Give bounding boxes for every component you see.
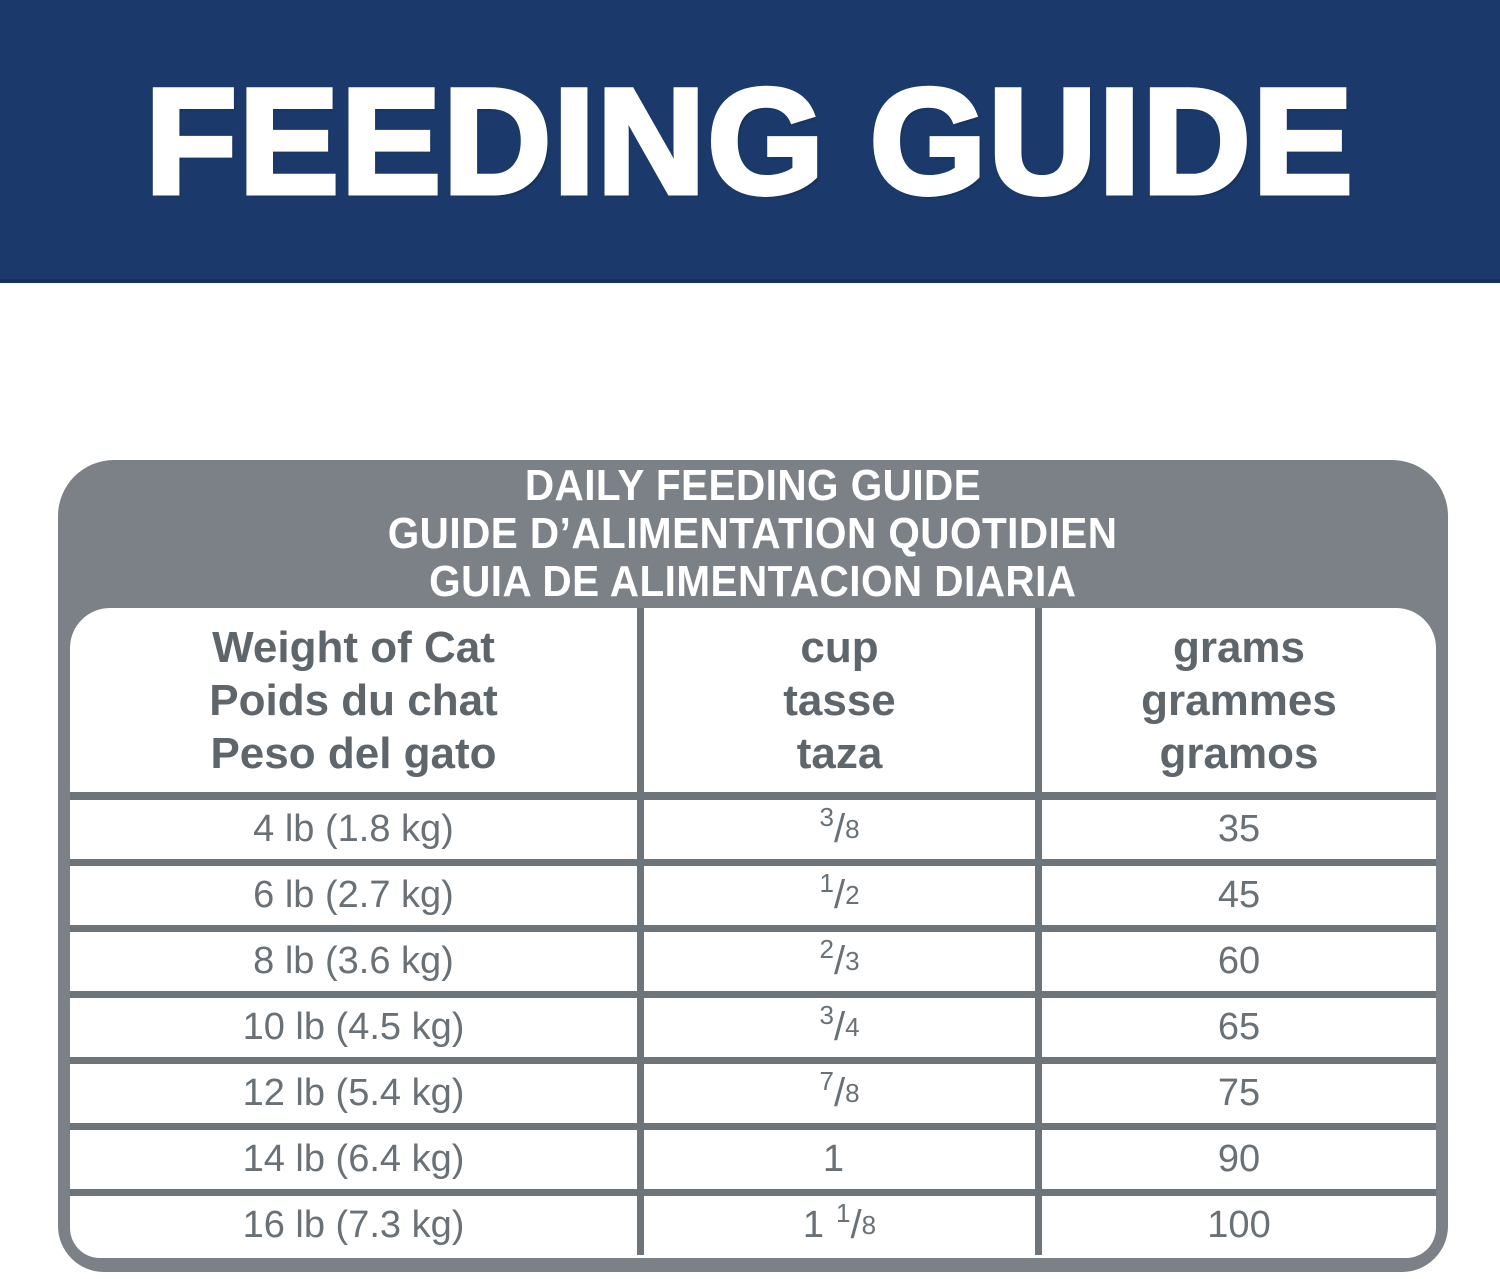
table-row: 4 lb (1.8 kg) 3/8 35 <box>70 800 1436 859</box>
feeding-guide-banner: FEEDING GUIDE <box>0 0 1500 283</box>
column-divider <box>637 866 644 925</box>
grams-cell: 75 <box>1217 1072 1261 1114</box>
cup-fraction-slash: / <box>833 1071 846 1115</box>
column-divider <box>1035 866 1042 925</box>
cup-cell: 1 <box>644 1130 1035 1189</box>
column-header-weight-es: Peso del gato <box>210 728 497 778</box>
card-header: DAILY FEEDING GUIDE GUIDE D’ALIMENTATION… <box>70 460 1436 608</box>
column-header-weight-fr: Poids du chat <box>209 675 498 725</box>
grams-cell: 60 <box>1217 940 1261 982</box>
table-row: 12 lb (5.4 kg) 7/8 75 <box>70 1057 1436 1123</box>
table-row: 8 lb (3.6 kg) 2/3 60 <box>70 925 1436 991</box>
cup-cell: 3/8 <box>644 800 1035 859</box>
table-header-row: Weight of Cat Poids du chat Peso del gat… <box>70 608 1436 800</box>
card-title-spanish: GUIA DE ALIMENTACION DIARIA <box>429 557 1077 606</box>
column-divider <box>637 1196 644 1255</box>
weight-cell: 6 lb (2.7 kg) <box>253 874 454 916</box>
grams-cell: 45 <box>1217 874 1261 916</box>
weight-cell: 4 lb (1.8 kg) <box>253 808 454 850</box>
column-divider <box>1035 1064 1042 1123</box>
column-divider <box>1035 800 1042 859</box>
column-header-cup: cup tasse taza <box>644 608 1035 792</box>
cup-fraction-numerator: 3 <box>819 802 834 832</box>
cup-fraction-denominator: 3 <box>845 946 860 976</box>
cup-fraction-denominator: 8 <box>861 1210 877 1240</box>
cup-fraction-numerator: 1 <box>819 868 834 898</box>
grams-cell: 35 <box>1217 808 1261 850</box>
column-header-weight-en: Weight of Cat <box>212 622 495 672</box>
column-header-cup-es: taza <box>796 728 883 778</box>
column-divider <box>637 1064 644 1123</box>
column-divider <box>1035 932 1042 991</box>
grams-cell: 90 <box>1217 1138 1261 1180</box>
weight-cell: 16 lb (7.3 kg) <box>242 1204 465 1246</box>
cup-fraction-slash: / <box>833 807 846 851</box>
grams-cell: 65 <box>1217 1006 1261 1048</box>
column-divider <box>637 608 644 792</box>
column-divider <box>1035 1130 1042 1189</box>
column-divider <box>1035 608 1042 792</box>
cup-cell: 1 1/8 <box>644 1196 1035 1255</box>
cup-cell: 1/2 <box>644 866 1035 925</box>
column-header-grams: grams grammes gramos <box>1042 608 1436 792</box>
cup-whole: 1 <box>802 1204 825 1246</box>
card-title-english: DAILY FEEDING GUIDE <box>524 461 982 510</box>
column-divider <box>637 800 644 859</box>
cup-fraction-numerator: 3 <box>819 1000 834 1030</box>
table-row: 6 lb (2.7 kg) 1/2 45 <box>70 859 1436 925</box>
cup-whole: 1 <box>822 1138 845 1180</box>
cup-cell: 7/8 <box>644 1064 1035 1123</box>
weight-cell: 14 lb (6.4 kg) <box>242 1138 465 1180</box>
cup-fraction-slash: / <box>833 1005 846 1049</box>
weight-cell: 8 lb (3.6 kg) <box>253 940 454 982</box>
cup-fraction-denominator: 2 <box>845 880 860 910</box>
cup-fraction-denominator: 8 <box>845 814 860 844</box>
column-divider <box>637 998 644 1057</box>
column-header-cup-en: cup <box>800 622 879 672</box>
column-header-cup-fr: tasse <box>783 675 896 725</box>
cup-fraction-numerator: 7 <box>819 1066 834 1096</box>
column-header-grams-fr: grammes <box>1141 675 1337 725</box>
table-row: 16 lb (7.3 kg) 1 1/8 100 <box>70 1189 1436 1255</box>
column-divider <box>1035 1196 1042 1255</box>
feeding-table: Weight of Cat Poids du chat Peso del gat… <box>70 608 1436 1258</box>
cup-fraction-slash: / <box>850 1203 862 1247</box>
cup-fraction-denominator: 4 <box>845 1012 860 1042</box>
column-header-grams-es: gramos <box>1159 728 1319 778</box>
grams-cell: 100 <box>1207 1204 1271 1246</box>
cup-fraction-slash: / <box>833 939 846 983</box>
banner-title: FEEDING GUIDE <box>143 55 1355 228</box>
column-header-grams-en: grams <box>1172 622 1306 672</box>
table-row: 14 lb (6.4 kg) 1 90 <box>70 1123 1436 1189</box>
column-divider <box>637 1130 644 1189</box>
table-row: 10 lb (4.5 kg) 3/4 65 <box>70 991 1436 1057</box>
cup-fraction-slash: / <box>833 873 846 917</box>
column-divider <box>1035 998 1042 1057</box>
card-title-french: GUIDE D’ALIMENTATION QUOTIDIEN <box>388 509 1118 558</box>
cup-fraction-numerator: 2 <box>819 934 834 964</box>
weight-cell: 10 lb (4.5 kg) <box>242 1006 465 1048</box>
cup-fraction-denominator: 8 <box>845 1078 860 1108</box>
column-divider <box>637 932 644 991</box>
cup-cell: 2/3 <box>644 932 1035 991</box>
cup-fraction-numerator: 1 <box>836 1198 851 1228</box>
cup-cell: 3/4 <box>644 998 1035 1057</box>
daily-feeding-guide-card: DAILY FEEDING GUIDE GUIDE D’ALIMENTATION… <box>58 460 1448 1272</box>
weight-cell: 12 lb (5.4 kg) <box>242 1072 465 1114</box>
column-header-weight: Weight of Cat Poids du chat Peso del gat… <box>70 608 637 792</box>
